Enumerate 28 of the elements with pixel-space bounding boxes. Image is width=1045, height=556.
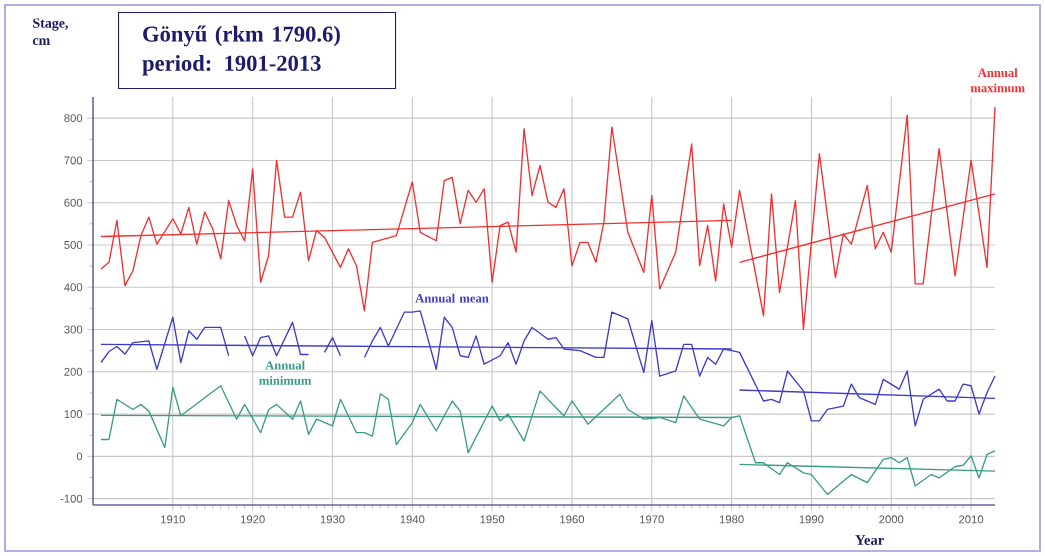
y-axis-title: Stage, cm: [32, 18, 68, 46]
series-label: Annual mean: [415, 293, 489, 303]
series-label: Annual minimum: [259, 360, 312, 385]
x-tick-label: 1920: [240, 515, 265, 524]
y-tick-label: 800: [64, 114, 83, 123]
chart-subtitle: period: 1901-2013: [142, 55, 321, 76]
x-tick-label: 1910: [161, 515, 185, 524]
x-axis-title: Year: [855, 535, 884, 545]
x-tick-label: 1990: [799, 515, 824, 524]
x-tick-label: 1950: [480, 515, 505, 524]
y-tick-label: 500: [64, 240, 83, 249]
x-tick-label: 1960: [560, 515, 585, 524]
y-tick-label: 0: [76, 452, 83, 461]
x-tick-label: 2000: [879, 515, 904, 524]
y-tick-label: 400: [64, 283, 83, 292]
x-tick-label: 2010: [959, 515, 984, 524]
y-tick-label: 700: [64, 156, 83, 165]
y-tick-label: 100: [64, 410, 83, 419]
chart-title: Gönyű (rkm 1790.6): [143, 25, 340, 47]
x-tick-label: 1970: [640, 515, 664, 524]
x-tick-label: 1930: [320, 515, 345, 524]
y-tick-label: 300: [64, 325, 83, 334]
x-tick-label: 1940: [400, 515, 425, 524]
y-tick-label: -100: [60, 494, 83, 503]
text: Annual maximum: [970, 68, 1025, 93]
x-tick-label: 1980: [719, 515, 744, 524]
y-tick-label: 600: [64, 198, 83, 207]
y-tick-label: 200: [64, 367, 83, 376]
